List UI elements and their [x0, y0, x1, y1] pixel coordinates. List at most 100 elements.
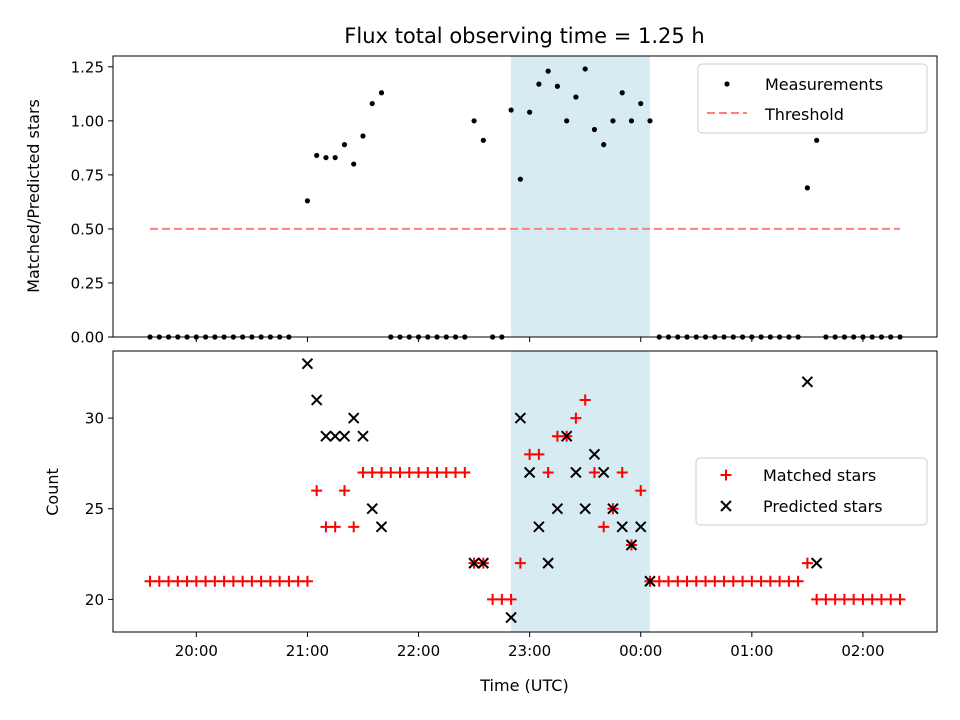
matched-star-point: [579, 394, 591, 406]
matched-star-point: [588, 466, 600, 478]
measurement-point: [360, 133, 366, 139]
legend-x-marker: [720, 500, 732, 512]
matched-star-point: [894, 593, 906, 605]
matched-star-point: [311, 485, 323, 497]
matched-star-point: [801, 557, 813, 569]
matched-star-point: [700, 575, 712, 587]
measurement-point: [647, 118, 653, 124]
matched-star-point: [246, 575, 258, 587]
matched-star-point: [857, 593, 869, 605]
predicted-star-point: [597, 466, 610, 479]
matched-star-point: [690, 575, 702, 587]
measurement-point: [564, 118, 570, 124]
legend-bottom: Matched stars Predicted stars: [695, 457, 928, 526]
predicted-star-point: [310, 394, 323, 406]
top-y-axis-label: Matched/Predicted stars: [24, 99, 43, 293]
legend-label: Matched stars: [763, 466, 876, 485]
measurement-point: [351, 161, 357, 167]
matched-star-point: [264, 575, 276, 587]
matched-star-point: [718, 575, 730, 587]
legend-label: Measurements: [765, 75, 883, 94]
matched-star-point: [838, 593, 850, 605]
measurement-point: [314, 152, 320, 159]
predicted-star-point: [625, 539, 638, 551]
shaded-interval: [511, 351, 650, 632]
matched-star-point: [431, 466, 443, 478]
predicted-star-point: [514, 412, 527, 424]
matched-star-point: [163, 575, 175, 587]
predicted-star-point: [533, 521, 545, 533]
measurement-point: [508, 107, 514, 113]
x-axis-label: Time (UTC): [479, 676, 568, 695]
measurement-point: [554, 83, 561, 89]
matched-star-point: [394, 466, 406, 478]
matched-star-point: [218, 575, 230, 587]
matched-star-point: [422, 466, 434, 478]
measurement-point: [527, 109, 533, 115]
predicted-star-point: [542, 557, 554, 569]
matched-star-point: [413, 466, 425, 478]
predicted-star-point: [477, 557, 490, 569]
matched-star-point: [172, 575, 184, 587]
legend-dot-marker: [724, 81, 730, 87]
matched-star-point: [274, 575, 286, 587]
matched-star-point: [459, 466, 471, 478]
matched-star-point: [292, 575, 304, 587]
predicted-star-point: [505, 611, 517, 624]
matched-star-point: [144, 575, 156, 587]
predicted-star-point: [616, 521, 628, 533]
legend-label: Predicted stars: [763, 497, 883, 516]
y-tick-label: 0.75: [71, 166, 104, 184]
measurement-point: [804, 185, 810, 191]
predicted-star-point: [366, 503, 378, 515]
measurement-point: [323, 154, 329, 161]
matched-star-point: [403, 466, 415, 478]
chart-title: Flux total observing time = 1.25 h: [344, 24, 704, 48]
matched-star-point: [672, 575, 684, 587]
axes-frame: [112, 350, 938, 633]
predicted-star-point: [523, 466, 536, 479]
measurement-point: [582, 66, 588, 72]
predicted-star-point: [607, 503, 619, 515]
matched-star-point: [727, 575, 739, 587]
legend-box: [695, 457, 928, 526]
measurement-point: [341, 142, 348, 148]
y-tick-label: 25: [85, 500, 104, 518]
matched-star-point: [709, 575, 721, 587]
matched-star-point: [505, 593, 517, 605]
matched-star-point: [237, 575, 249, 587]
matched-star-point: [190, 575, 202, 587]
matched-star-point: [885, 593, 897, 605]
matched-star-point: [283, 575, 295, 587]
measurement-point: [471, 118, 477, 124]
matched-star-point: [774, 575, 786, 587]
matched-star-point: [681, 575, 693, 587]
shaded-interval: [511, 56, 650, 337]
measurement-point: [628, 118, 635, 124]
predicted-star-point: [551, 503, 564, 515]
matched-star-point: [487, 593, 499, 605]
predicted-star-point: [329, 430, 341, 442]
measurement-point: [638, 100, 644, 107]
measurement-point: [369, 100, 375, 107]
legend-label: Threshold: [764, 105, 844, 124]
matched-star-point: [663, 575, 675, 587]
measurement-point: [591, 126, 598, 133]
measurement-point: [536, 81, 542, 87]
matched-star-point: [746, 575, 758, 587]
matched-star-point: [338, 485, 350, 497]
y-tick-label: 0.25: [71, 274, 104, 292]
legend-box: [697, 63, 928, 134]
matched-star-point: [366, 466, 378, 478]
measurement-point: [814, 137, 820, 143]
x-tick-label: 20:00: [175, 642, 218, 660]
y-tick-label: 0.00: [71, 329, 104, 347]
matched-star-point: [755, 575, 767, 587]
predicted-star-point: [570, 466, 582, 479]
predicted-star-point: [338, 430, 351, 442]
matched-star-point: [496, 593, 508, 605]
y-tick-label: 1.00: [71, 112, 104, 130]
matched-star-point: [783, 575, 795, 587]
measurement-point: [517, 176, 523, 182]
